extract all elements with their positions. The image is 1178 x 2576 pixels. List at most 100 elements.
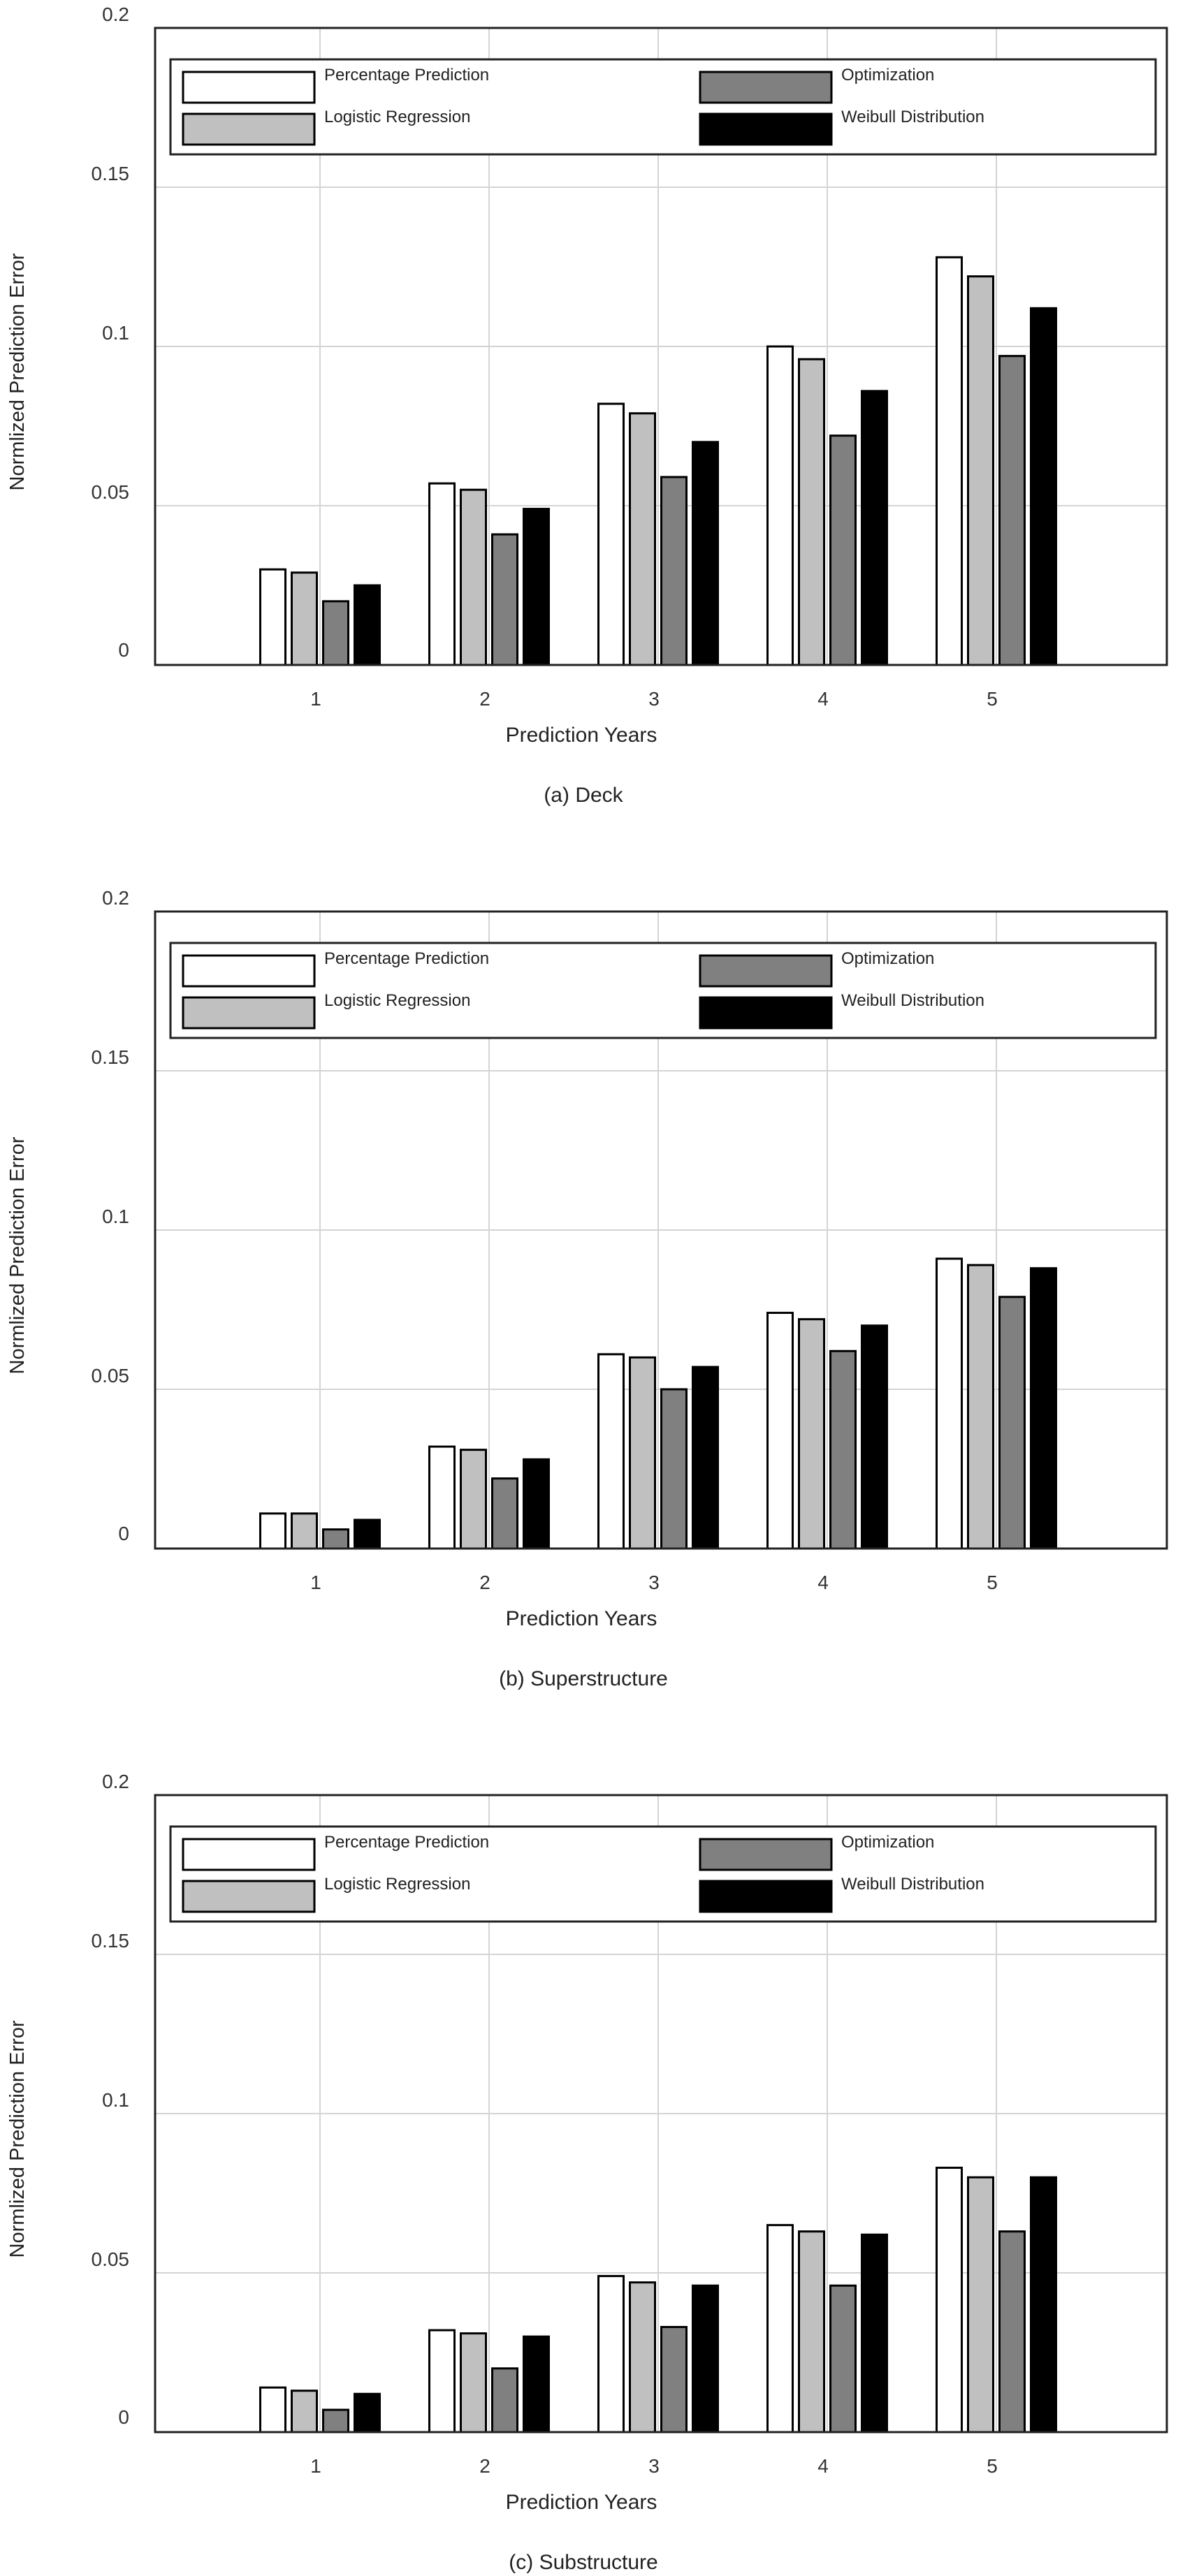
y-tick-label: 0.2 — [102, 1771, 129, 1792]
bar-4-year-1 — [354, 2392, 381, 2434]
x-tick-label: 1 — [310, 688, 321, 710]
legend-label: Percentage Prediction — [324, 949, 489, 968]
x-tick-label: 5 — [987, 1572, 998, 1593]
x-tick-label: 4 — [817, 1572, 829, 1593]
bar-2-year-1 — [291, 1512, 318, 1550]
bar-2-year-4 — [798, 358, 825, 666]
bar-1-year-2 — [428, 482, 456, 666]
y-axis-label: Normlized Prediction Error — [6, 2020, 29, 2257]
y-tick-label: 0 — [118, 2406, 129, 2428]
legend-label: Weibull Distribution — [841, 1875, 984, 1894]
x-tick-label: 2 — [479, 688, 490, 710]
chart-panel-3: 0 0.05 0.1 0.15 0.2 1 2 3 4 5 Percentage Predictio… — [6, 1771, 1168, 2574]
bar-2-year-1 — [291, 571, 318, 666]
bar-3-year-2 — [491, 1477, 518, 1550]
y-tick-label: 0.15 — [92, 163, 130, 184]
legend-swatch — [182, 1838, 316, 1871]
legend-label: Logistic Regression — [324, 991, 470, 1010]
bar-3-year-4 — [829, 434, 857, 666]
bar-2-year-3 — [629, 2281, 656, 2434]
bar-3-year-3 — [660, 1388, 688, 1550]
legend-swatch — [182, 996, 316, 1030]
bar-3-year-1 — [322, 2408, 349, 2434]
y-tick-label: 0.05 — [92, 481, 130, 503]
x-tick-label: 1 — [310, 2455, 321, 2477]
legend-label: Optimization — [841, 1833, 934, 1852]
bar-2-year-4 — [798, 2230, 825, 2434]
bar-4-year-5 — [1030, 1267, 1057, 1550]
x-tick-label: 3 — [648, 1572, 660, 1593]
bar-4-year-1 — [354, 1518, 381, 1550]
x-tick-label: 1 — [310, 1572, 321, 1593]
legend-swatch — [699, 112, 833, 146]
bar-1-year-1 — [259, 2386, 286, 2434]
x-axis-label: Prediction Years — [506, 1607, 657, 1630]
bar-2-year-5 — [967, 275, 994, 666]
chart-panel-2: 0 0.05 0.1 0.15 0.2 1 2 3 4 5 Percentage Predictio… — [6, 887, 1168, 1690]
x-tick-label: 3 — [648, 2455, 660, 2477]
x-axis-label: Prediction Years — [506, 2491, 657, 2514]
bar-1-year-5 — [936, 2167, 963, 2434]
bar-2-year-2 — [460, 1449, 487, 1550]
x-tick-label: 5 — [987, 2455, 998, 2477]
legend-label: Weibull Distribution — [841, 108, 984, 126]
bar-4-year-4 — [861, 390, 888, 666]
y-tick-label: 0.1 — [102, 322, 129, 344]
legend-box — [169, 58, 1157, 156]
bar-2-year-4 — [798, 1318, 825, 1550]
bar-3-year-5 — [998, 2230, 1026, 2434]
bar-2-year-2 — [460, 2332, 487, 2434]
y-axis-label: Normlized Prediction Error — [6, 1136, 29, 1374]
legend-swatch — [699, 996, 833, 1030]
bar-1-year-3 — [597, 1353, 625, 1550]
bar-4-year-4 — [861, 1324, 888, 1550]
x-tick-label: 4 — [817, 2455, 829, 2477]
bar-2-year-3 — [629, 1356, 656, 1550]
bar-3-year-5 — [998, 1296, 1026, 1550]
bar-4-year-3 — [692, 2284, 719, 2434]
bar-4-year-3 — [692, 441, 719, 666]
figure-caption: (b) Superstructure — [499, 1667, 668, 1690]
y-tick-label: 0.1 — [102, 1206, 129, 1227]
figure-caption: (c) Substructure — [509, 2551, 657, 2574]
bar-3-year-2 — [491, 533, 518, 666]
x-tick-label: 2 — [479, 1572, 490, 1593]
bar-3-year-4 — [829, 2284, 857, 2434]
y-tick-label: 0.05 — [92, 2248, 130, 2270]
bar-1-year-3 — [597, 2275, 625, 2434]
legend-label: Logistic Regression — [324, 1875, 470, 1894]
legend-swatch — [182, 954, 316, 988]
y-tick-label: 0.05 — [92, 1365, 130, 1386]
bar-3-year-1 — [322, 1528, 349, 1550]
legend-swatch — [182, 71, 316, 104]
bar-2-year-1 — [291, 2390, 318, 2434]
bar-4-year-2 — [523, 1458, 550, 1550]
legend-swatch — [182, 1880, 316, 1913]
bar-3-year-3 — [660, 2326, 688, 2434]
bar-4-year-1 — [354, 584, 381, 666]
legend-label: Logistic Regression — [324, 108, 470, 126]
y-tick-label: 0.2 — [102, 887, 129, 909]
x-tick-label: 4 — [817, 688, 829, 710]
bar-1-year-1 — [259, 568, 286, 666]
plot-frame — [154, 1794, 1168, 2434]
legend-swatch — [699, 954, 833, 988]
y-tick-label: 0.1 — [102, 2089, 129, 2111]
chart-panel-1: 0 0.05 0.1 0.15 0.2 1 2 3 4 5 Percentage Predictio… — [6, 3, 1168, 807]
bar-4-year-2 — [523, 508, 550, 666]
bar-1-year-4 — [766, 345, 794, 666]
x-tick-label: 3 — [648, 688, 660, 710]
legend-label: Percentage Prediction — [324, 1833, 489, 1852]
bar-1-year-4 — [766, 1312, 794, 1550]
plot-frame — [154, 27, 1168, 666]
bar-4-year-5 — [1030, 2176, 1057, 2434]
bar-2-year-2 — [460, 488, 487, 666]
x-tick-label: 5 — [987, 688, 998, 710]
bar-2-year-5 — [967, 2176, 994, 2434]
y-tick-label: 0.2 — [102, 3, 129, 25]
figure-caption: (a) Deck — [544, 784, 623, 807]
legend-swatch — [699, 1880, 833, 1913]
bar-3-year-2 — [491, 2367, 518, 2434]
legend-label: Optimization — [841, 66, 934, 85]
